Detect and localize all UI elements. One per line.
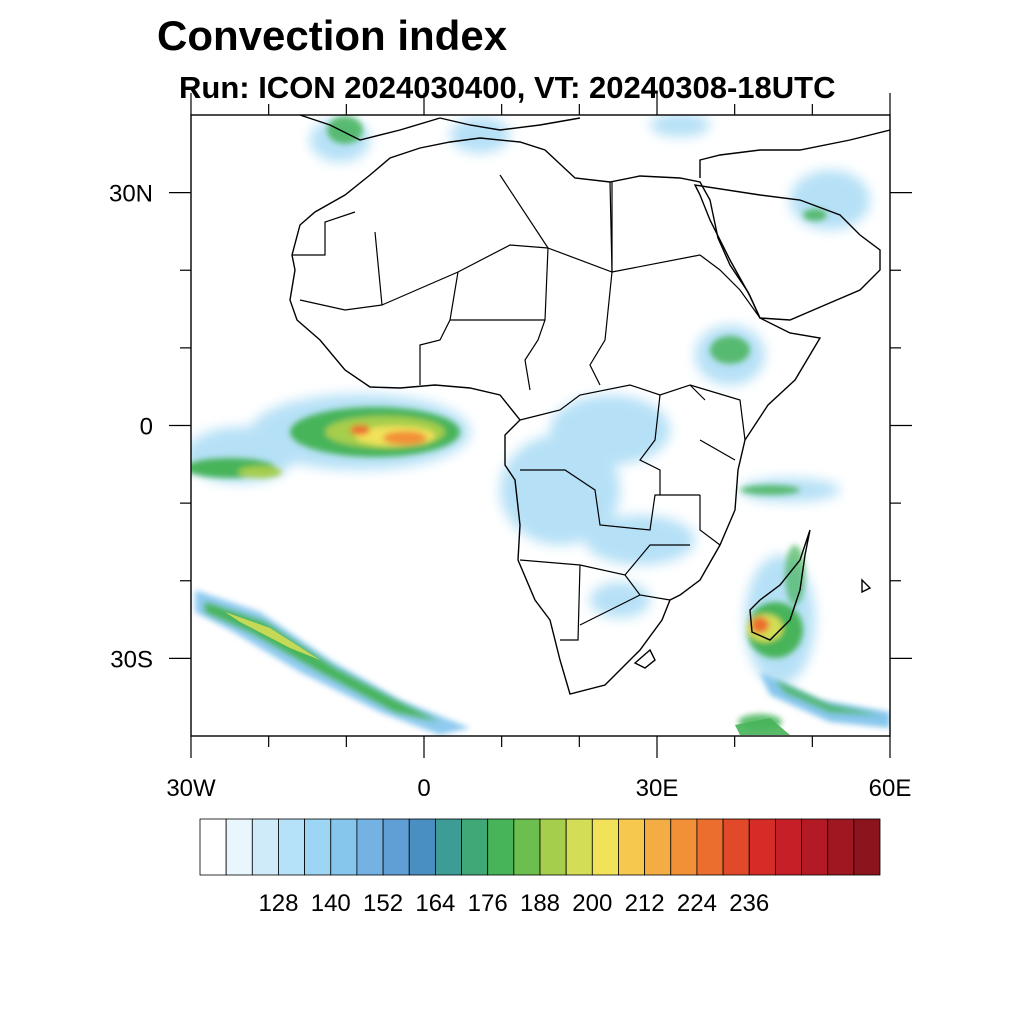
colorbar-swatch	[591, 818, 619, 876]
chart-title: Convection index	[157, 12, 508, 59]
colorbar-swatch	[408, 818, 436, 876]
x-tick-label: 60E	[869, 775, 912, 802]
colorbar-swatch	[382, 818, 410, 876]
colorbar-swatch	[801, 818, 829, 876]
colorbar-label: 188	[520, 890, 560, 917]
colorbar-swatch	[461, 818, 489, 876]
x-tick-label: 0	[417, 775, 430, 802]
colorbar-swatch	[539, 818, 567, 876]
axis-ticks	[169, 93, 912, 758]
colorbar-swatch	[330, 818, 358, 876]
colorbar-swatch	[199, 818, 227, 876]
colorbar-label: 224	[677, 890, 717, 917]
convection-field	[191, 115, 890, 735]
colorbar-label: 152	[363, 890, 403, 917]
y-tick-label: 30S	[110, 646, 153, 673]
coastlines	[289, 115, 890, 695]
colorbar-swatch	[278, 818, 306, 876]
colorbar-label: 176	[468, 890, 508, 917]
colorbar-swatch	[748, 818, 776, 876]
colorbar-swatch	[487, 818, 515, 876]
colorbar-swatch	[434, 818, 462, 876]
colorbar-label: 236	[729, 890, 769, 917]
colorbar-swatch	[513, 818, 541, 876]
colorbar-label: 200	[572, 890, 612, 917]
colorbar-labels: 128 140 152 164 176 188 200 212 224 236	[258, 890, 769, 917]
colorbar-label: 164	[415, 890, 455, 917]
colorbar-label: 128	[258, 890, 298, 917]
colorbar-swatch	[644, 818, 672, 876]
chart-subtitle: Run: ICON 2024030400, VT: 20240308-18UTC	[179, 70, 836, 105]
x-tick-label: 30W	[166, 775, 216, 802]
axis-labels: 30W 0 30E 60E 30N 0 30S	[109, 181, 911, 802]
colorbar-swatch	[618, 818, 646, 876]
x-tick-label: 30E	[636, 775, 679, 802]
colorbar-swatch	[225, 818, 253, 876]
colorbar-swatch	[356, 818, 384, 876]
colorbar-swatch	[670, 818, 698, 876]
colorbar-swatch	[774, 818, 802, 876]
colorbar-swatch	[304, 818, 332, 876]
colorbar-label: 212	[625, 890, 665, 917]
y-tick-label: 0	[140, 414, 153, 441]
colorbar	[199, 818, 881, 876]
colorbar-label: 140	[311, 890, 351, 917]
colorbar-swatch	[565, 818, 593, 876]
colorbar-swatch	[696, 818, 724, 876]
colorbar-swatch	[853, 818, 881, 876]
colorbar-swatch	[827, 818, 855, 876]
colorbar-swatch	[722, 818, 750, 876]
borders	[292, 174, 761, 641]
colorbar-swatch	[251, 818, 279, 876]
y-tick-label: 30N	[109, 181, 153, 208]
